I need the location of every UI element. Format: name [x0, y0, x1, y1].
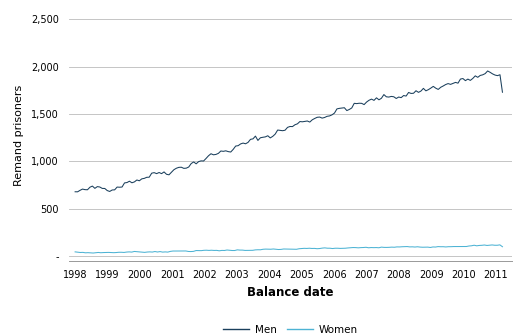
Y-axis label: Remand prisoners: Remand prisoners — [14, 85, 24, 186]
X-axis label: Balance date: Balance date — [247, 287, 334, 300]
Legend: Men, Women: Men, Women — [219, 321, 362, 334]
